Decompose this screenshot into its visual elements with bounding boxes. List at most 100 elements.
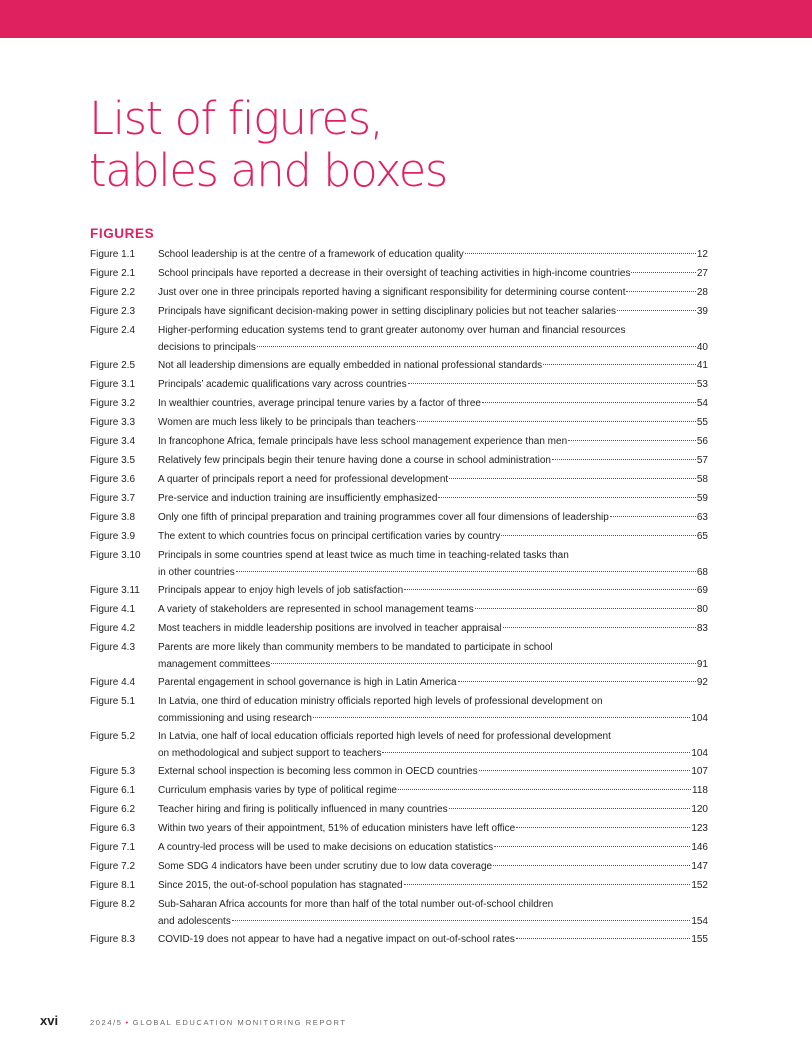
dot-leader: [609, 516, 696, 517]
figure-number: Figure 2.3: [90, 306, 136, 317]
figure-number: Figure 4.1: [90, 604, 136, 615]
dot-leader: [231, 920, 691, 921]
figure-entry[interactable]: Figure 7.2 Some SDG 4 indicators have bee…: [90, 858, 708, 877]
figure-page-number: 54: [696, 398, 708, 409]
figure-entry[interactable]: Figure 3.9 The extent to which countries …: [90, 528, 708, 547]
running-footer: 2024/5 • GLOBAL EDUCATION MONITORING REPOR…: [90, 1018, 347, 1027]
figure-entry[interactable]: Figure 1.1 School leadership is at the ce…: [90, 246, 708, 265]
figure-page-number: 41: [696, 360, 708, 371]
figure-number: Figure 6.3: [90, 823, 136, 834]
figure-number: Figure 4.4: [90, 677, 136, 688]
figure-page-number: 65: [696, 531, 708, 542]
figure-title-text: Some SDG 4 indicators have been under sc…: [158, 861, 493, 872]
figure-number: Figure 2.2: [90, 287, 136, 298]
figure-number: Figure 8.3: [90, 934, 136, 945]
figure-entry[interactable]: Figure 3.4 In francophone Africa, female …: [90, 433, 708, 452]
dot-leader: [515, 938, 691, 939]
figure-caption-line: on methodological and subject support to…: [158, 745, 708, 762]
figure-title-text: Only one fifth of principal preparation …: [158, 512, 609, 523]
figure-caption-line: In francophone Africa, female principals…: [158, 433, 708, 450]
figure-entry[interactable]: Figure 4.1 A variety of stakeholders are …: [90, 601, 708, 620]
figure-caption: School leadership is at the centre of a …: [158, 246, 708, 265]
section-heading-figures: FIGURES: [90, 226, 155, 241]
figure-number: Figure 3.1: [90, 379, 136, 390]
figure-page-number: 57: [696, 455, 708, 466]
figure-entry[interactable]: Figure 8.1 Since 2015, the out-of-school …: [90, 877, 708, 896]
figure-entry[interactable]: Figure 3.11 Principals appear to enjoy hi…: [90, 582, 708, 601]
figure-page-number: 120: [691, 804, 708, 815]
figure-entry[interactable]: Figure 5.1 In Latvia, one third of educat…: [90, 693, 708, 728]
figure-title-text: Women are much less likely to be princip…: [158, 417, 416, 428]
footer-report-name: GLOBAL EDUCATION MONITORING REPORT: [132, 1018, 347, 1027]
figure-entry[interactable]: Figure 2.1 School principals have reporte…: [90, 265, 708, 284]
figure-caption: Some SDG 4 indicators have been under sc…: [158, 858, 708, 877]
figure-caption: Principals’ academic qualifications vary…: [158, 376, 708, 395]
figure-caption-line: In Latvia, one half of local education o…: [158, 728, 708, 745]
figure-number: Figure 2.4: [90, 325, 136, 336]
figure-title-text: External school inspection is becoming l…: [158, 766, 478, 777]
figure-number: Figure 3.7: [90, 493, 136, 504]
dot-leader: [631, 272, 696, 273]
figure-entry[interactable]: Figure 3.7 Pre-service and induction trai…: [90, 490, 708, 509]
figure-caption-line: Principals’ academic qualifications vary…: [158, 376, 708, 393]
figure-entry[interactable]: Figure 4.3 Parents are more likely than c…: [90, 639, 708, 674]
figure-caption-line: Principals have significant decision-mak…: [158, 303, 708, 320]
figure-entry[interactable]: Figure 6.1 Curriculum emphasis varies by …: [90, 782, 708, 801]
figure-number: Figure 7.1: [90, 842, 136, 853]
figure-entry[interactable]: Figure 3.5 Relatively few principals begi…: [90, 452, 708, 471]
dot-leader: [407, 383, 696, 384]
figure-entry[interactable]: Figure 8.2 Sub-Saharan Africa accounts fo…: [90, 896, 708, 931]
figure-entry[interactable]: Figure 4.4 Parental engagement in school …: [90, 674, 708, 693]
figures-list: Figure 1.1 School leadership is at the ce…: [90, 246, 708, 950]
figure-title-text: In Latvia, one third of education minist…: [158, 696, 603, 707]
dot-leader: [235, 571, 696, 572]
figure-title-text: and adolescents: [158, 916, 231, 927]
figure-caption: Parental engagement in school governance…: [158, 674, 708, 693]
figure-entry[interactable]: Figure 3.10 Principals in some countries …: [90, 547, 708, 582]
figure-number: Figure 3.4: [90, 436, 136, 447]
figure-entry[interactable]: Figure 5.3 External school inspection is …: [90, 763, 708, 782]
figure-entry[interactable]: Figure 2.2 Just over one in three princip…: [90, 284, 708, 303]
figure-entry[interactable]: Figure 3.2 In wealthier countries, averag…: [90, 395, 708, 414]
figure-page-number: 91: [696, 659, 708, 670]
figure-entry[interactable]: Figure 5.2 In Latvia, one half of local e…: [90, 728, 708, 763]
figure-caption: Sub-Saharan Africa accounts for more tha…: [158, 896, 708, 931]
figure-caption-line: Principals appear to enjoy high levels o…: [158, 582, 708, 599]
dot-leader: [397, 789, 692, 790]
dot-leader: [404, 589, 696, 590]
figure-entry[interactable]: Figure 2.3 Principals have significant de…: [90, 303, 708, 322]
page-number: xvi: [40, 1013, 59, 1028]
figure-page-number: 104: [691, 713, 708, 724]
figure-entry[interactable]: Figure 2.4 Higher-performing education sy…: [90, 322, 708, 357]
figure-caption-line: Not all leadership dimensions are equall…: [158, 357, 708, 374]
figure-caption: In francophone Africa, female principals…: [158, 433, 708, 452]
figure-entry[interactable]: Figure 3.6 A quarter of principals report…: [90, 471, 708, 490]
figure-caption-line: Since 2015, the out-of-school population…: [158, 877, 708, 894]
figure-title-text: Curriculum emphasis varies by type of po…: [158, 785, 397, 796]
figure-entry[interactable]: Figure 3.8 Only one fifth of principal pr…: [90, 509, 708, 528]
figure-title-text: Principals have significant decision-mak…: [158, 306, 617, 317]
figure-entry[interactable]: Figure 6.3 Within two years of their appo…: [90, 820, 708, 839]
figure-caption-line: Teacher hiring and firing is politically…: [158, 801, 708, 818]
figure-title-text: Principals appear to enjoy high levels o…: [158, 585, 404, 596]
figure-page-number: 92: [696, 677, 708, 688]
figure-entry[interactable]: Figure 3.3 Women are much less likely to …: [90, 414, 708, 433]
figure-number: Figure 2.5: [90, 360, 136, 371]
figure-entry[interactable]: Figure 2.5 Not all leadership dimensions …: [90, 357, 708, 376]
dot-leader: [501, 535, 696, 536]
figure-entry[interactable]: Figure 4.2 Most teachers in middle leader…: [90, 620, 708, 639]
figure-entry[interactable]: Figure 8.3 COVID-19 does not appear to ha…: [90, 931, 708, 950]
figure-title-text: Most teachers in middle leadership posit…: [158, 623, 502, 634]
figure-title-text: Higher-performing education systems tend…: [158, 325, 626, 336]
figure-title-text: A country-led process will be used to ma…: [158, 842, 494, 853]
figure-entry[interactable]: Figure 3.1 Principals’ academic qualifica…: [90, 376, 708, 395]
dot-leader: [626, 291, 696, 292]
figure-caption-line: School leadership is at the centre of a …: [158, 246, 708, 263]
dot-leader: [438, 497, 696, 498]
dot-leader: [494, 846, 691, 847]
dot-leader: [448, 808, 691, 809]
figure-entry[interactable]: Figure 6.2 Teacher hiring and firing is p…: [90, 801, 708, 820]
figure-entry[interactable]: Figure 7.1 A country-led process will be …: [90, 839, 708, 858]
figure-title-text: In wealthier countries, average principa…: [158, 398, 481, 409]
dot-leader: [464, 253, 696, 254]
